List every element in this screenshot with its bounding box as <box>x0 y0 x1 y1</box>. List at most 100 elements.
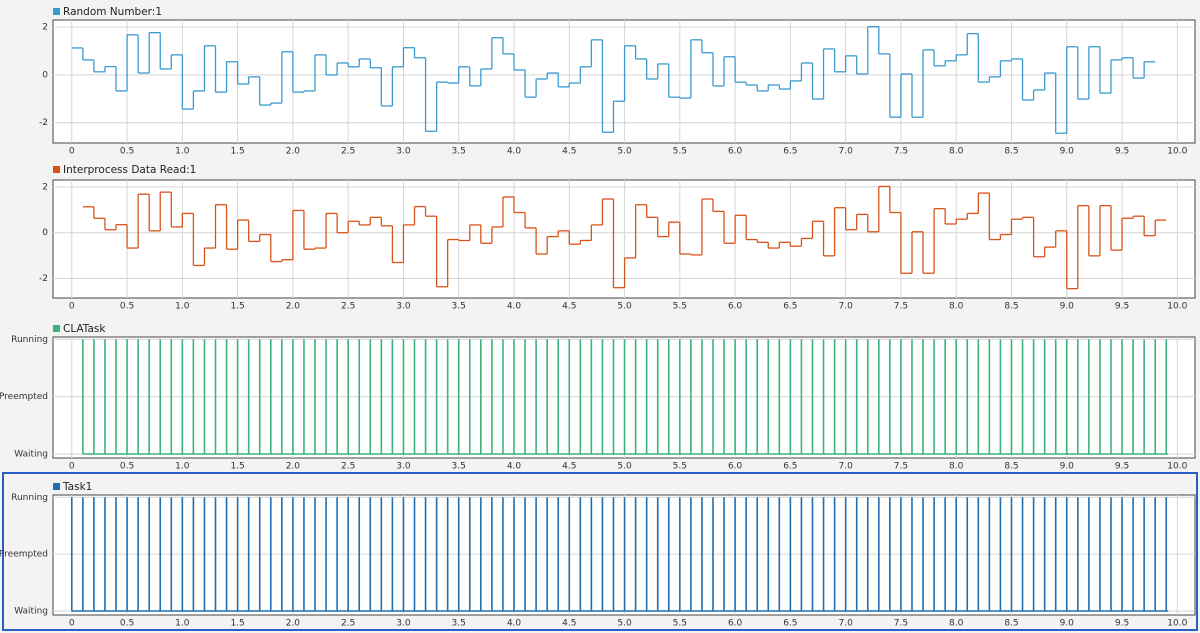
selected-panel-border <box>2 472 1198 631</box>
x-tick-label: 8.5 <box>1004 619 1018 629</box>
x-tick-label: 0 <box>69 302 75 312</box>
x-tick-label: 1.0 <box>175 462 190 472</box>
x-tick-label: 0.5 <box>120 462 134 472</box>
legend-swatch <box>53 483 60 490</box>
x-tick-label: 6.5 <box>783 147 797 157</box>
x-tick-label: 7.5 <box>894 619 908 629</box>
x-tick-label: 0.5 <box>120 147 134 157</box>
x-tick-label: 9.0 <box>1060 462 1075 472</box>
x-tick-label: 3.0 <box>396 619 411 629</box>
x-tick-label: 0 <box>69 462 75 472</box>
legend-label: Interprocess Data Read:1 <box>63 164 196 176</box>
x-tick-label: 8.0 <box>949 619 964 629</box>
x-tick-label: 4.5 <box>562 619 576 629</box>
x-tick-label: 3.5 <box>452 462 466 472</box>
x-tick-label: 5.5 <box>673 462 687 472</box>
x-tick-label: 7.5 <box>894 302 908 312</box>
x-tick-label: 8.0 <box>949 302 964 312</box>
plot-panel[interactable]: 0 0.5 1.0 1.5 2.0 2.5 3.0 3.5 4.0 4.5 5.0 5.5 6.0 6.5… <box>0 481 1196 629</box>
x-tick-label: 7.0 <box>838 462 853 472</box>
x-tick-label: 6.5 <box>783 302 797 312</box>
x-tick-label: 5.0 <box>617 302 632 312</box>
x-tick-label: 6.5 <box>783 462 797 472</box>
y-tick-label: Preempted <box>0 550 48 560</box>
x-tick-label: 1.5 <box>230 619 244 629</box>
x-tick-label: 10.0 <box>1167 462 1187 472</box>
x-tick-label: 5.5 <box>673 302 687 312</box>
x-tick-label: 1.5 <box>230 462 244 472</box>
x-tick-label: 9.0 <box>1060 147 1075 157</box>
x-tick-label: 9.5 <box>1115 619 1129 629</box>
y-tick-label: Waiting <box>14 449 48 459</box>
x-tick-label: 8.0 <box>949 462 964 472</box>
x-tick-label: 6.0 <box>728 462 743 472</box>
x-tick-label: 8.5 <box>1004 462 1018 472</box>
x-tick-label: 1.5 <box>230 147 244 157</box>
x-tick-label: 2.5 <box>341 462 355 472</box>
x-tick-label: 5.5 <box>673 147 687 157</box>
legend-swatch <box>53 166 60 173</box>
x-tick-label: 5.0 <box>617 462 632 472</box>
x-tick-label: 7.0 <box>838 619 853 629</box>
x-tick-label: 6.0 <box>728 147 743 157</box>
x-tick-label: 7.0 <box>838 302 853 312</box>
y-tick-label: 2 <box>42 182 48 192</box>
x-tick-label: 2.0 <box>286 619 301 629</box>
x-tick-label: 0.5 <box>120 302 134 312</box>
x-tick-label: 8.0 <box>949 147 964 157</box>
x-tick-label: 9.0 <box>1060 619 1075 629</box>
x-tick-label: 2.0 <box>286 147 301 157</box>
x-tick-label: 2.5 <box>341 619 355 629</box>
x-tick-label: 6.0 <box>728 619 743 629</box>
x-tick-label: 9.0 <box>1060 302 1075 312</box>
x-tick-label: 3.5 <box>452 147 466 157</box>
plot-panel: 0 0.5 1.0 1.5 2.0 2.5 3.0 3.5 4.0 4.5 5.0 5.5 6.0 6.5… <box>39 6 1196 157</box>
x-tick-label: 3.0 <box>396 462 411 472</box>
x-tick-label: 3.5 <box>452 619 466 629</box>
x-tick-label: 3.0 <box>396 302 411 312</box>
y-tick-label: 0 <box>42 70 48 80</box>
plot-panel: 0 0.5 1.0 1.5 2.0 2.5 3.0 3.5 4.0 4.5 5.0 5.5 6.0 6.5… <box>0 323 1196 472</box>
x-tick-label: 4.0 <box>507 462 522 472</box>
x-tick-label: 10.0 <box>1167 147 1187 157</box>
x-tick-label: 6.0 <box>728 302 743 312</box>
x-tick-label: 7.5 <box>894 462 908 472</box>
x-tick-label: 4.0 <box>507 619 522 629</box>
y-tick-label: -2 <box>39 118 48 128</box>
x-tick-label: 0 <box>69 147 75 157</box>
y-tick-label: -2 <box>39 274 48 284</box>
plot-panel: 0 0.5 1.0 1.5 2.0 2.5 3.0 3.5 4.0 4.5 5.0 5.5 6.0 6.5… <box>39 164 1196 312</box>
legend-swatch <box>53 8 60 15</box>
x-tick-label: 1.0 <box>175 147 190 157</box>
x-tick-label: 1.0 <box>175 302 190 312</box>
y-tick-label: 2 <box>42 23 48 33</box>
x-tick-label: 4.5 <box>562 147 576 157</box>
x-tick-label: 10.0 <box>1167 619 1187 629</box>
y-tick-label: Running <box>11 335 48 345</box>
legend-label: Random Number:1 <box>63 6 162 18</box>
x-tick-label: 1.0 <box>175 619 190 629</box>
y-tick-label: Waiting <box>14 607 48 617</box>
x-tick-label: 7.5 <box>894 147 908 157</box>
x-tick-label: 4.0 <box>507 147 522 157</box>
x-tick-label: 4.5 <box>562 302 576 312</box>
x-tick-label: 6.5 <box>783 619 797 629</box>
legend-label: CLATask <box>63 323 106 335</box>
x-tick-label: 0 <box>69 619 75 629</box>
x-tick-label: 4.0 <box>507 302 522 312</box>
x-tick-label: 1.5 <box>230 302 244 312</box>
x-tick-label: 0.5 <box>120 619 134 629</box>
x-tick-label: 3.0 <box>396 147 411 157</box>
x-tick-label: 3.5 <box>452 302 466 312</box>
y-tick-label: Preempted <box>0 392 48 402</box>
x-tick-label: 4.5 <box>562 462 576 472</box>
legend-swatch <box>53 325 60 332</box>
x-tick-label: 5.0 <box>617 147 632 157</box>
x-tick-label: 8.5 <box>1004 147 1018 157</box>
x-tick-label: 2.5 <box>341 302 355 312</box>
x-tick-label: 9.5 <box>1115 147 1129 157</box>
x-tick-label: 9.5 <box>1115 462 1129 472</box>
x-tick-label: 10.0 <box>1167 302 1187 312</box>
x-tick-label: 8.5 <box>1004 302 1018 312</box>
